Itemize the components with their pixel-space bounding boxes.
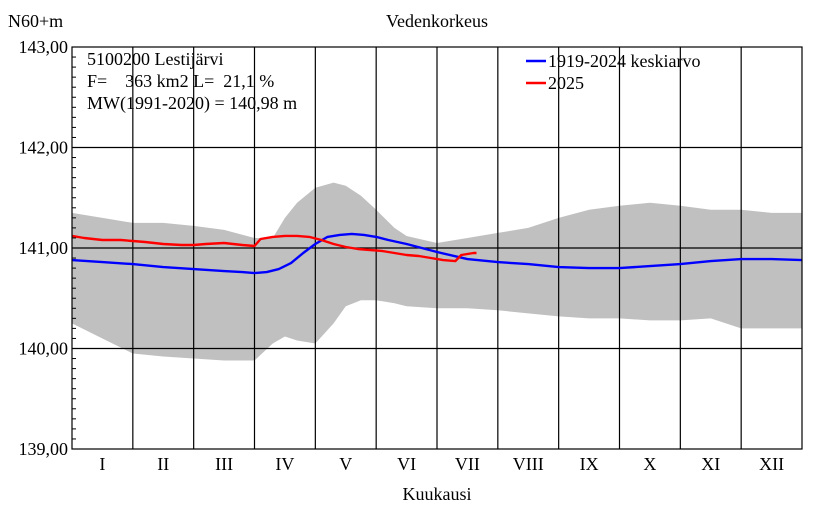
mean-water-level-info: MW(1991-2020) = 140,98 m: [87, 93, 297, 114]
x-tick-label: VII: [455, 454, 480, 474]
y-tick-label: 139,00: [19, 439, 69, 459]
x-tick-label: X: [643, 454, 656, 474]
series-layer: [71, 232, 803, 275]
catchment-area-info: F= 363 km2 L= 21,1 %: [87, 71, 274, 91]
series-line-2025: [71, 234, 477, 263]
x-tick-label: V: [339, 454, 352, 474]
legend-label: 2025: [548, 73, 584, 93]
series-line-1919-2024-keskiarvo: [71, 232, 803, 275]
x-axis-label: Kuukausi: [403, 484, 472, 504]
grid-layer: [72, 47, 802, 449]
chart-title: Vedenkorkeus: [386, 11, 488, 31]
x-tick-label: IV: [275, 454, 294, 474]
x-tick-label: II: [157, 454, 169, 474]
y-tick-label: 143,00: [19, 37, 69, 57]
y-axis-label: N60+m: [8, 11, 63, 31]
station-name: 5100200 Lestijärvi: [87, 49, 223, 69]
x-tick-label: VIII: [513, 454, 544, 474]
y-tick-label: 140,00: [19, 339, 69, 359]
x-tick-label: VI: [397, 454, 416, 474]
y-tick-label: 141,00: [19, 238, 69, 258]
x-tick-label: III: [215, 454, 233, 474]
x-tick-label: XI: [701, 454, 720, 474]
y-tick-label: 142,00: [19, 138, 69, 158]
x-tick-label: IX: [580, 454, 599, 474]
legend-label: 1919-2024 keskiarvo: [548, 51, 700, 71]
x-tick-label: I: [99, 454, 105, 474]
x-tick-label: XII: [759, 454, 784, 474]
